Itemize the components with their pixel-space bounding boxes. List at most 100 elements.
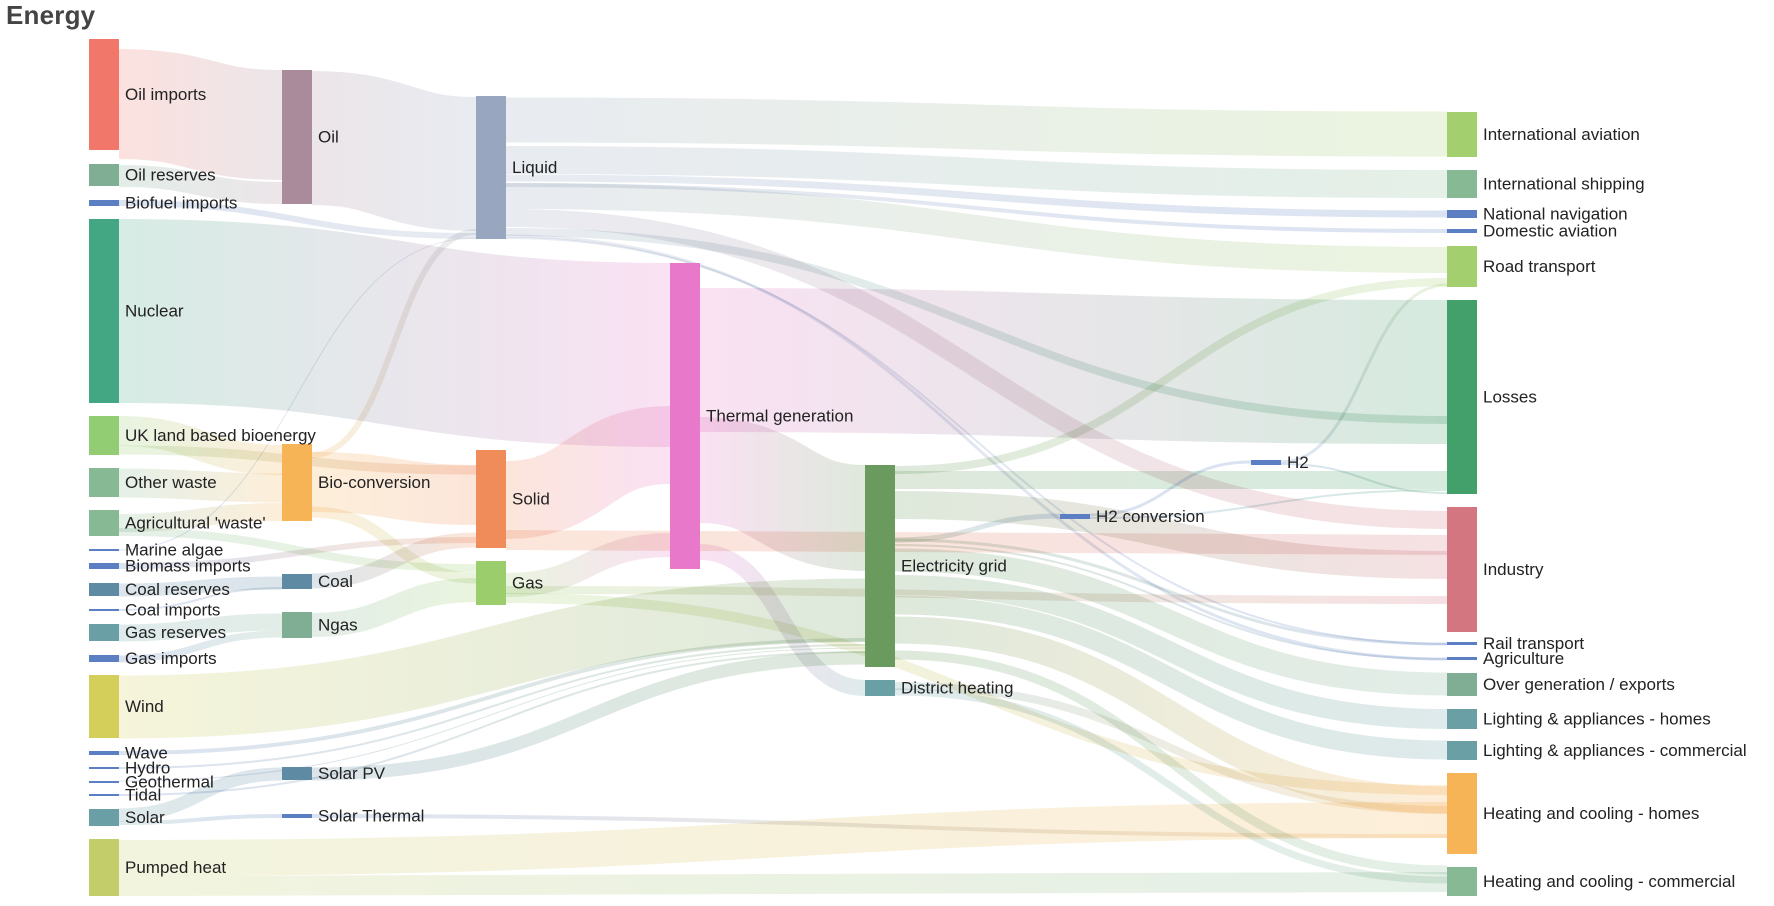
node-label-gas: Gas	[512, 573, 543, 592]
node-heating-commercial	[1447, 867, 1477, 896]
node-label-tidal: Tidal	[125, 785, 161, 804]
node-intl-shipping	[1447, 170, 1477, 198]
link-marine_algae-to-liquid	[118, 237, 477, 551]
node-geothermal	[89, 781, 119, 783]
node-label-pumped-heat: Pumped heat	[125, 858, 226, 877]
link-thermal_generation-to-losses	[699, 288, 1448, 444]
link-electricity_grid-to-over_generation	[894, 548, 1448, 696]
link-pumped_heat-to-heating_homes	[118, 802, 1448, 876]
node-hydro	[89, 767, 119, 769]
link-gas_imports-to-ngas	[118, 630, 283, 663]
link-hydro-to-electricity_grid	[118, 644, 866, 769]
node-oil-imports	[89, 39, 119, 150]
link-pumped_heat-to-heating_commercial	[118, 872, 1448, 896]
link-wind-to-electricity_grid	[118, 578, 866, 739]
node-gas-reserves	[89, 624, 119, 641]
flow-nodes	[89, 39, 1477, 896]
node-oil	[282, 70, 312, 204]
node-label-bio-conversion: Bio-conversion	[318, 473, 430, 492]
link-electricity_grid-to-lighting_homes	[894, 575, 1448, 729]
link-nuclear-to-thermal_generation	[118, 219, 671, 447]
flow-links	[118, 49, 1448, 896]
node-label-solid: Solid	[512, 489, 550, 508]
node-intl-aviation	[1447, 112, 1477, 157]
node-label-losses: Losses	[1483, 387, 1537, 406]
node-label-oil-reserves: Oil reserves	[125, 165, 216, 184]
node-lighting-homes	[1447, 709, 1477, 729]
node-label-ngas: Ngas	[318, 615, 358, 634]
link-h2-to-losses	[1280, 463, 1448, 494]
link-h2_conversion-to-h2	[1089, 460, 1252, 517]
link-liquid-to-intl_aviation	[505, 97, 1448, 157]
link-bio_conversion-to-solid	[311, 452, 477, 525]
node-label-thermal-generation: Thermal generation	[706, 406, 853, 425]
node-over-generation	[1447, 673, 1477, 696]
node-solar-thermal	[282, 814, 312, 818]
link-electricity_grid-to-lighting_commercial	[894, 595, 1448, 760]
link-ngas-to-gas	[311, 578, 477, 637]
link-other_waste-to-bio_conversion	[118, 468, 283, 503]
node-biofuel-imports	[89, 200, 119, 206]
link-electricity_grid-to-road_transport	[894, 278, 1448, 474]
node-label-uk-land-bio: UK land based bioenergy	[125, 426, 316, 445]
node-label-coal-imports: Coal imports	[125, 600, 220, 619]
node-label-national-navigation: National navigation	[1483, 204, 1628, 223]
node-label-lighting-homes: Lighting & appliances - homes	[1483, 709, 1711, 728]
node-label-district-heating: District heating	[901, 678, 1013, 697]
node-coal-reserves	[89, 583, 119, 596]
link-electricity_grid-to-industry	[894, 491, 1448, 579]
link-tidal-to-electricity_grid	[118, 651, 866, 796]
link-biofuel_imports-to-liquid	[118, 200, 477, 239]
link-thermal_generation-to-electricity_grid	[698, 417, 867, 571]
node-label-other-waste: Other waste	[125, 473, 217, 492]
link-oil_reserves-to-oil	[118, 165, 283, 204]
node-label-solar-thermal: Solar Thermal	[318, 806, 424, 825]
node-label-h2-conversion: H2 conversion	[1096, 507, 1205, 526]
node-road-transport	[1447, 246, 1477, 287]
link-h2-to-road_transport	[1280, 283, 1448, 464]
node-label-gas-imports: Gas imports	[125, 649, 217, 668]
node-oil-reserves	[89, 164, 119, 186]
node-rail-transport	[1447, 642, 1477, 645]
node-label-coal-reserves: Coal reserves	[125, 580, 230, 599]
node-agriculture	[1447, 657, 1477, 660]
node-other-waste	[89, 468, 119, 497]
node-gas-imports	[89, 655, 119, 662]
node-pumped-heat	[89, 839, 119, 896]
node-label-heating-commercial: Heating and cooling - commercial	[1483, 872, 1735, 891]
node-label-oil-imports: Oil imports	[125, 85, 206, 104]
node-wave	[89, 751, 119, 755]
link-bio_conversion-to-gas	[311, 506, 477, 584]
node-national-navigation	[1447, 210, 1477, 218]
node-label-gas-reserves: Gas reserves	[125, 623, 226, 642]
link-liquid-to-intl_shipping	[505, 146, 1448, 198]
node-label-nuclear: Nuclear	[125, 301, 184, 320]
node-h2	[1251, 460, 1281, 465]
link-electricity_grid-to-heating_commercial	[894, 650, 1448, 875]
node-heating-homes	[1447, 773, 1477, 854]
link-solar-to-solar_pv	[118, 767, 283, 822]
link-electricity_grid-to-rail_transport	[894, 538, 1448, 646]
link-liquid-to-national_navigation	[505, 174, 1448, 218]
node-label-solar: Solar	[125, 808, 165, 827]
node-label-solar-pv: Solar PV	[318, 764, 386, 783]
node-wind	[89, 675, 119, 738]
node-label-oil: Oil	[318, 127, 339, 146]
node-losses	[1447, 300, 1477, 494]
node-label-hydro: Hydro	[125, 758, 170, 777]
node-label-electricity-grid: Electricity grid	[901, 556, 1007, 575]
link-bio_conversion-to-liquid	[311, 229, 477, 458]
node-label-intl-aviation: International aviation	[1483, 125, 1640, 144]
link-liquid-to-rail_transport	[505, 237, 1448, 645]
node-coal	[282, 574, 312, 589]
node-label-wave: Wave	[125, 743, 168, 762]
node-gas	[476, 561, 506, 605]
link-coal_reserves-to-coal	[118, 576, 283, 597]
link-solar-to-solar_thermal	[118, 814, 283, 825]
link-agri_waste-to-bio_conversion	[118, 503, 283, 532]
node-label-h2: H2	[1287, 453, 1309, 472]
node-label-marine-algae: Marine algae	[125, 540, 223, 559]
node-domestic-aviation	[1447, 229, 1477, 233]
node-marine-algae	[89, 549, 119, 551]
node-label-domestic-aviation: Domestic aviation	[1483, 221, 1617, 240]
